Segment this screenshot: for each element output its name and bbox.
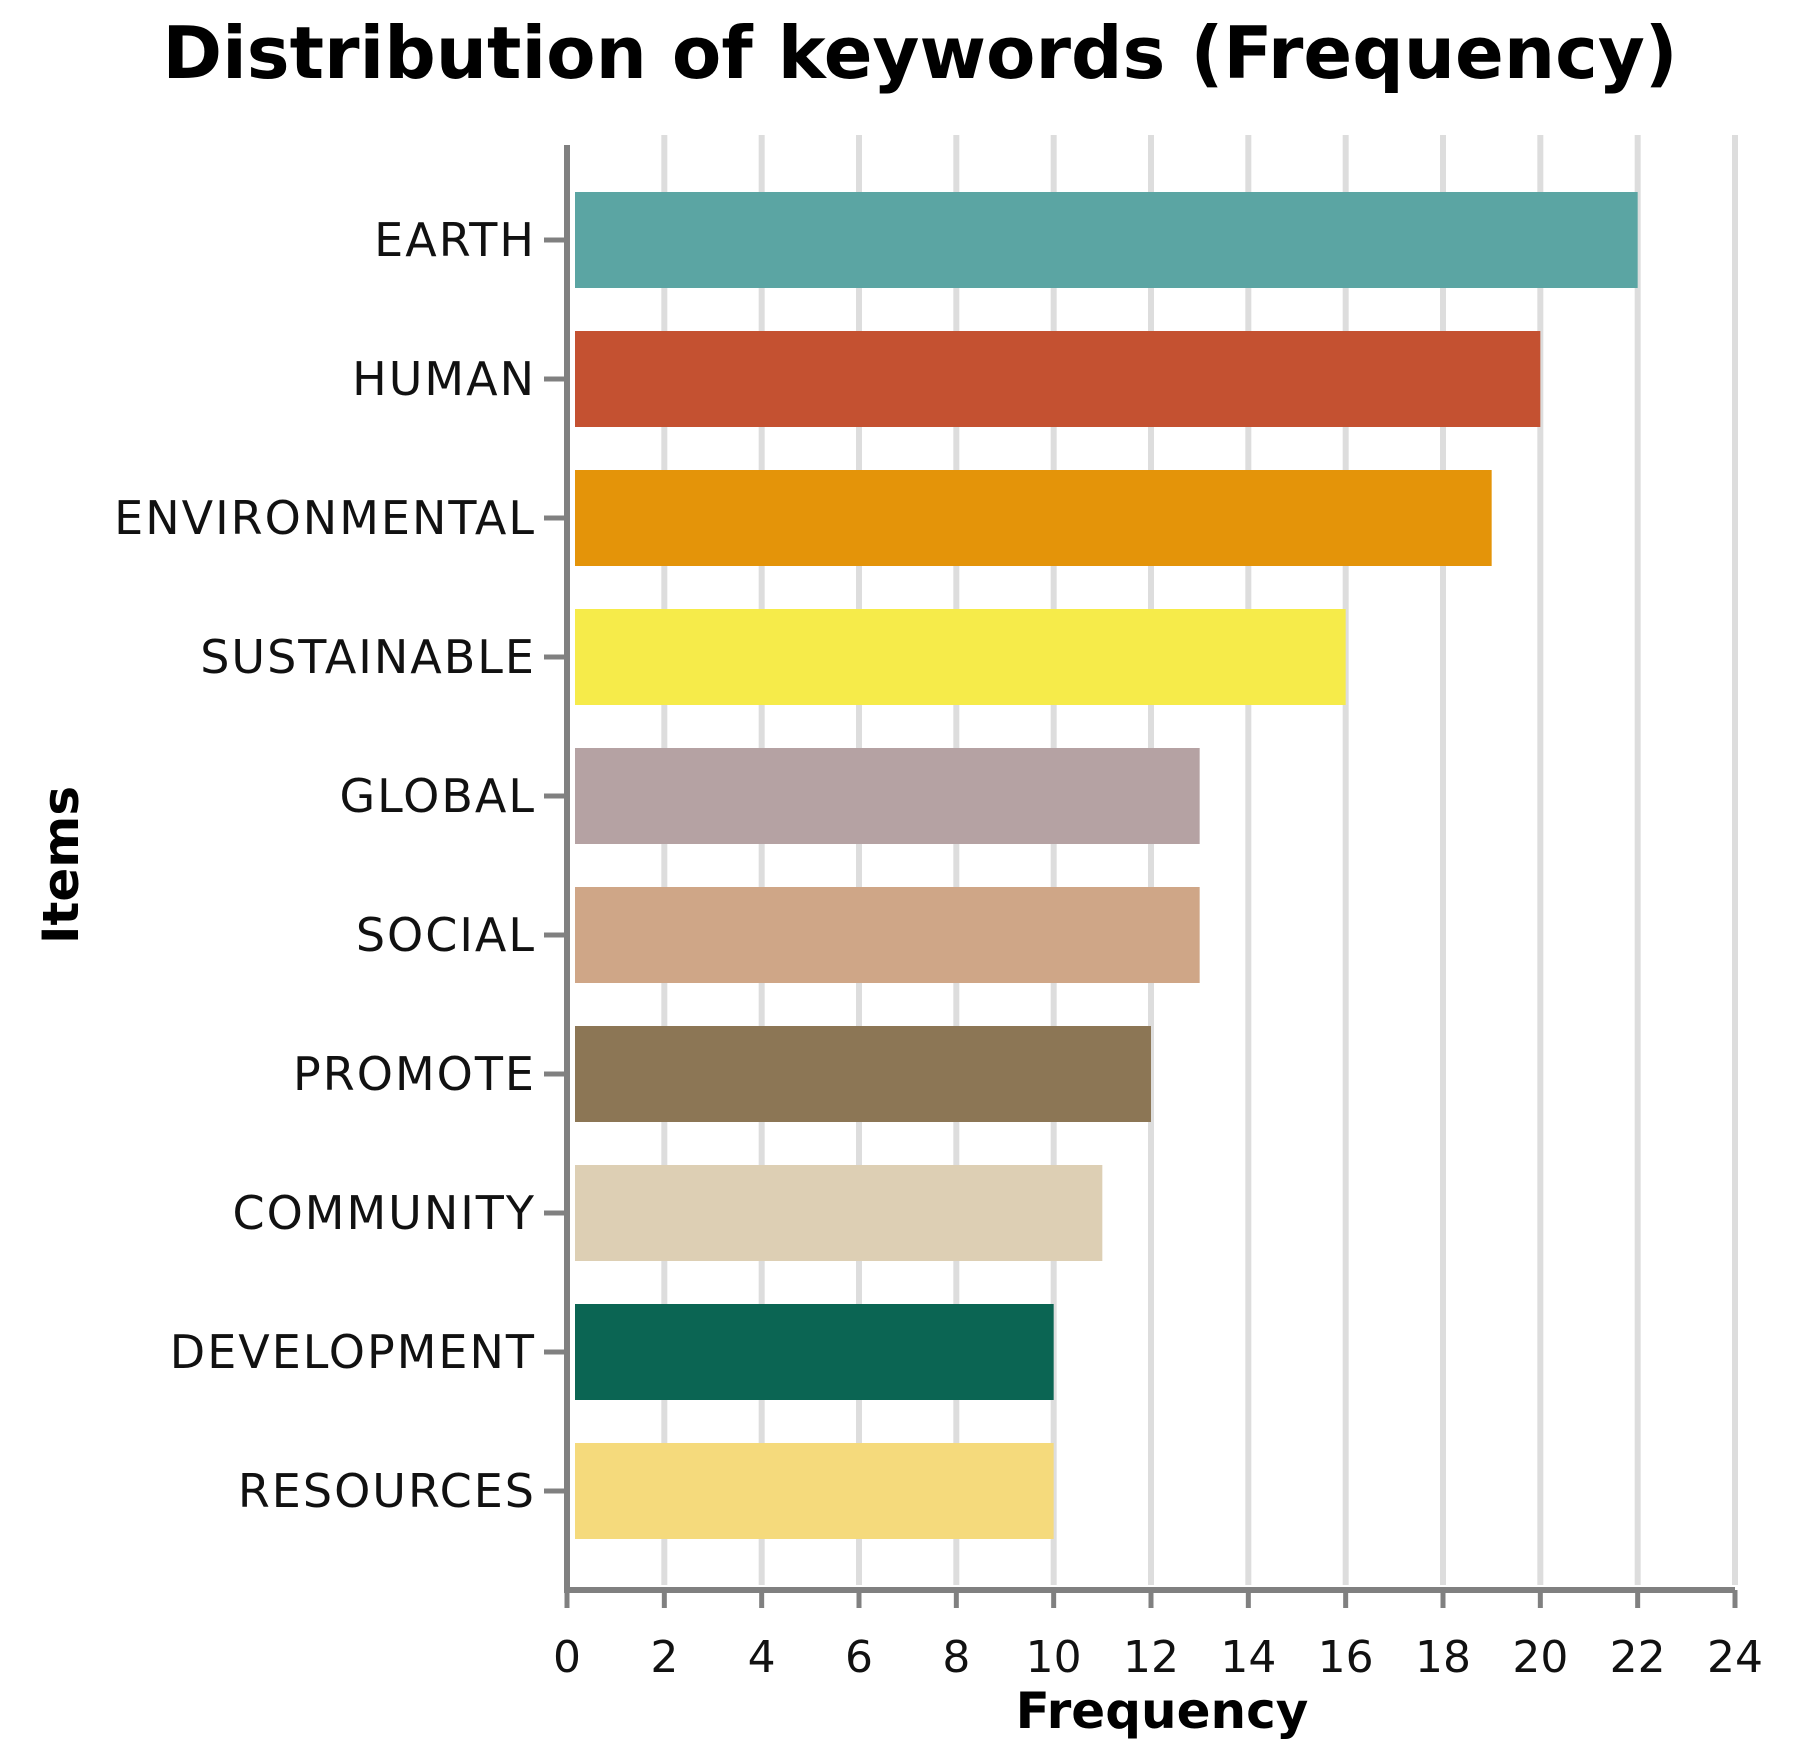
- category-label-global: GLOBAL: [340, 769, 537, 823]
- category-label-development: DEVELOPMENT: [170, 1325, 536, 1379]
- category-label-community: COMMUNITY: [232, 1186, 536, 1240]
- x-tick-label-16: 16: [1318, 1632, 1374, 1683]
- x-tick-label-2: 2: [650, 1632, 678, 1683]
- x-tick-label-24: 24: [1707, 1632, 1763, 1683]
- y-axis-title: Items: [32, 786, 90, 944]
- x-tick-label-20: 20: [1512, 1632, 1568, 1683]
- bar-environmental: [575, 470, 1492, 566]
- category-label-human: HUMAN: [352, 352, 536, 406]
- bars: [575, 192, 1638, 1539]
- bar-sustainable: [575, 609, 1346, 705]
- x-tick-label-8: 8: [942, 1632, 970, 1683]
- bar-social: [575, 887, 1200, 983]
- x-tick-label-22: 22: [1610, 1632, 1666, 1683]
- category-label-sustainable: SUSTAINABLE: [200, 630, 536, 684]
- x-tick-label-6: 6: [845, 1632, 873, 1683]
- category-label-earth: EARTH: [374, 213, 536, 267]
- chart-title: Distribution of keywords (Frequency): [162, 11, 1677, 95]
- bar-earth: [575, 192, 1638, 288]
- category-label-environmental: ENVIRONMENTAL: [114, 491, 536, 545]
- x-tick-label-10: 10: [1026, 1632, 1082, 1683]
- bar-global: [575, 748, 1200, 844]
- x-tick-label-14: 14: [1220, 1632, 1276, 1683]
- x-tick-label-0: 0: [553, 1632, 581, 1683]
- x-tick-label-4: 4: [748, 1632, 776, 1683]
- category-label-resources: RESOURCES: [238, 1464, 536, 1518]
- bar-human: [575, 331, 1541, 427]
- category-label-promote: PROMOTE: [293, 1047, 536, 1101]
- bar-resources: [575, 1443, 1054, 1539]
- x-tick-label-18: 18: [1415, 1632, 1471, 1683]
- x-tick-label-12: 12: [1123, 1632, 1179, 1683]
- axes: [544, 145, 1738, 1608]
- bar-community: [575, 1165, 1103, 1261]
- x-axis-title: Frequency: [1016, 1682, 1309, 1740]
- bar-promote: [575, 1026, 1151, 1122]
- bar-development: [575, 1304, 1054, 1400]
- category-label-social: SOCIAL: [356, 908, 536, 962]
- labels: EARTH HUMAN ENVIRONMENTAL SUSTAINABLE GLOBAL…: [114, 213, 1763, 1683]
